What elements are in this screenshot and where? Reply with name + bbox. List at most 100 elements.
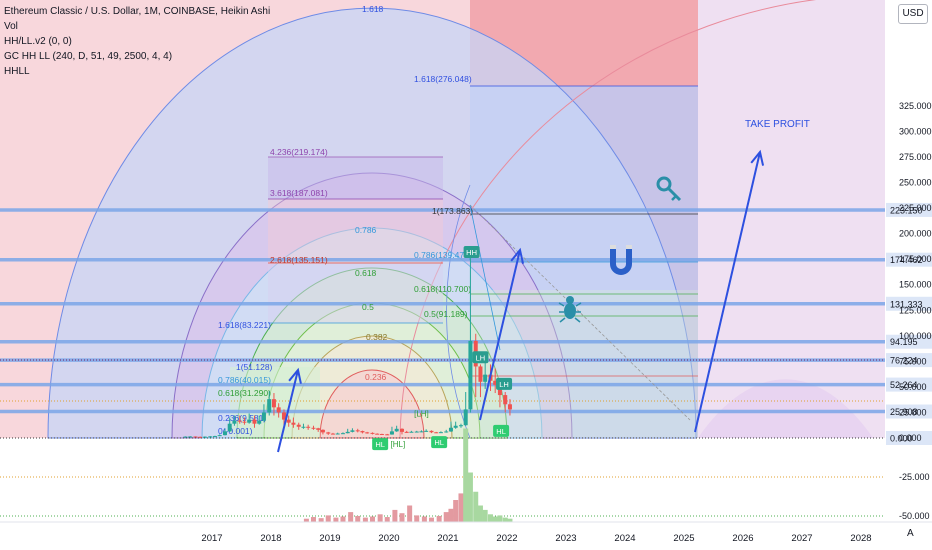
fib-label-14: 1(51.128) (236, 362, 273, 372)
volume-bar-14 (407, 505, 413, 522)
volume-bar-30 (497, 515, 503, 522)
fib-label-9: 0.618(110.700) (414, 284, 471, 294)
candle-body-1 (188, 436, 193, 438)
candle-body-29 (326, 432, 331, 434)
fib-label-18: 0.236(9.581) (218, 413, 266, 423)
candle-body-43 (394, 428, 399, 432)
candle-body-53 (444, 431, 449, 433)
level-tag-2 (886, 296, 932, 311)
arrow-2018 (277, 369, 299, 453)
x-tick-2019: 2019 (319, 533, 340, 544)
candle-body-47 (414, 431, 419, 433)
level-tag-label-4: 76.224 (890, 356, 918, 366)
marker-label-0: HH (466, 248, 477, 257)
candle-body-27 (316, 428, 321, 430)
y-tick-8: 125.000 (899, 305, 932, 315)
currency-button[interactable]: USD (898, 4, 928, 24)
fib-label-5: 0.786 (355, 225, 377, 235)
marker-label-3: HL (375, 440, 385, 449)
fib-label-11: 0.5(91.189) (424, 309, 468, 319)
level-tag-0 (886, 202, 932, 217)
candle-body-35 (355, 430, 360, 432)
volume-bar-21 (453, 500, 459, 522)
candle-body-25 (306, 426, 311, 428)
candle-body-54 (448, 427, 453, 432)
y-tick-15: -50.000 (899, 511, 930, 521)
indicator-vol[interactable]: Vol (4, 21, 18, 32)
candle-body-48 (419, 431, 424, 433)
candle-body-19 (276, 407, 281, 413)
volume-bar-23 (463, 428, 469, 522)
volume-bar-20 (448, 508, 454, 522)
purple-arc-right (698, 379, 873, 438)
volume-bar-32 (507, 518, 513, 522)
fib-ext-band-top (268, 157, 443, 199)
y-tick-1: 300.000 (899, 126, 932, 136)
candle-body-50 (429, 430, 434, 433)
candle-body-5 (208, 436, 213, 438)
candle-body-46 (409, 431, 414, 433)
candle-body-16 (261, 412, 266, 421)
candle-body-17 (267, 399, 272, 413)
candle-body-23 (296, 424, 301, 427)
volume-bar-15 (414, 515, 420, 522)
volume-bar-13 (399, 513, 405, 522)
volume-bar-18 (436, 515, 442, 522)
indicator-hhll-v2[interactable]: HH/LL.v2 (0, 0) (4, 36, 72, 47)
x-tick-2028: 2028 (850, 533, 871, 544)
symbol-title[interactable]: Ethereum Classic / U.S. Dollar, 1M, COIN… (4, 6, 271, 17)
level-tag-label-5: 52.264 (890, 380, 918, 390)
x-tick-2024: 2024 (614, 533, 635, 544)
indicator-hhll[interactable]: HHLL (4, 66, 30, 77)
arrow-take-profit (694, 151, 761, 433)
fib-label-12: 1.618(83.221) (218, 320, 271, 330)
arrow-2021-head (510, 247, 525, 264)
candle-body-8 (222, 431, 227, 436)
auto-scale-button[interactable]: A (907, 528, 914, 539)
fib-label-3: 3.618(187.081) (270, 188, 328, 198)
volume-bar-16 (421, 516, 427, 522)
x-tick-2026: 2026 (732, 533, 753, 544)
take-profit-label: TAKE PROFIT (745, 119, 810, 130)
fib-ext-band-low (268, 263, 443, 323)
volume-bar-6 (348, 512, 354, 522)
volume-bar-17 (428, 517, 434, 522)
candle-body-65 (503, 395, 508, 405)
candle-body-52 (438, 432, 443, 434)
level-tag-7 (886, 431, 932, 445)
y-tick-4: 225.000 (899, 203, 932, 213)
candle-body-34 (350, 430, 355, 432)
x-tick-2017: 2017 (201, 533, 222, 544)
candle-body-4 (202, 436, 207, 438)
candle-body-22 (291, 422, 296, 425)
volume-bar-12 (392, 509, 398, 522)
candle-body-28 (320, 429, 325, 433)
fib-label-10: 0.5 (362, 302, 374, 312)
fib-label-8: 0.618 (355, 268, 377, 278)
marker-label-2: LH (499, 380, 509, 389)
candle-body-31 (335, 433, 340, 435)
trend-fib-leg (469, 204, 501, 351)
volume-bar-1 (310, 517, 316, 522)
candle-body-64 (497, 384, 502, 396)
candle-body-2 (193, 436, 198, 438)
candle-body-38 (370, 432, 375, 434)
y-tick-0: 325.000 (899, 101, 932, 111)
candle-body-3 (198, 436, 203, 438)
volume-bar-22 (458, 493, 464, 522)
level-tag-label-6: 25.908 (890, 407, 918, 417)
volume-bar-28 (487, 514, 493, 522)
indicator-gc-hh-ll[interactable]: GC HH LL (240, D, 51, 49, 2500, 4, 4) (4, 51, 173, 62)
level-tag-label-0: 223.150 (890, 205, 923, 215)
trend-dashed (469, 204, 691, 421)
fib-label-4: 1(173.863) (432, 206, 473, 216)
candle-body-26 (311, 427, 316, 429)
y-tick-10: 75.000 (899, 356, 927, 366)
volume-bar-10 (377, 514, 383, 522)
candle-body-21 (286, 419, 291, 423)
candle-body-39 (375, 433, 380, 435)
marker-label-1: LH (476, 353, 486, 362)
candle-body-49 (424, 430, 429, 432)
fib-label-13: 0.382 (366, 332, 388, 342)
